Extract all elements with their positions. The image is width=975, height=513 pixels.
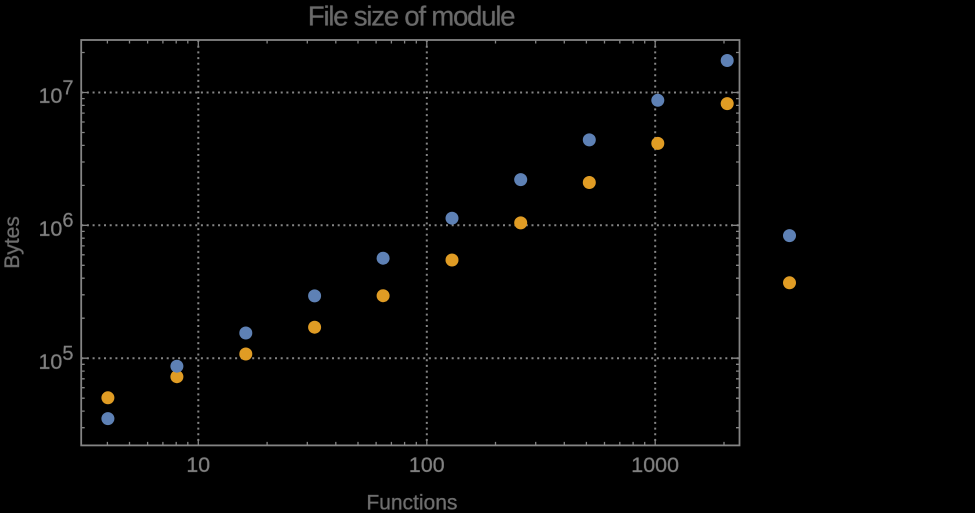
- svg-text:File size of module: File size of module: [308, 1, 515, 32]
- svg-text:Functions: Functions: [366, 492, 457, 513]
- svg-text:107: 107: [39, 77, 74, 108]
- svg-text:100: 100: [409, 453, 445, 477]
- svg-text:10: 10: [186, 453, 210, 477]
- svg-text:Bytes: Bytes: [1, 216, 24, 269]
- svg-text:1000: 1000: [631, 453, 679, 477]
- svg-text:105: 105: [38, 343, 73, 374]
- svg-text:106: 106: [38, 210, 73, 241]
